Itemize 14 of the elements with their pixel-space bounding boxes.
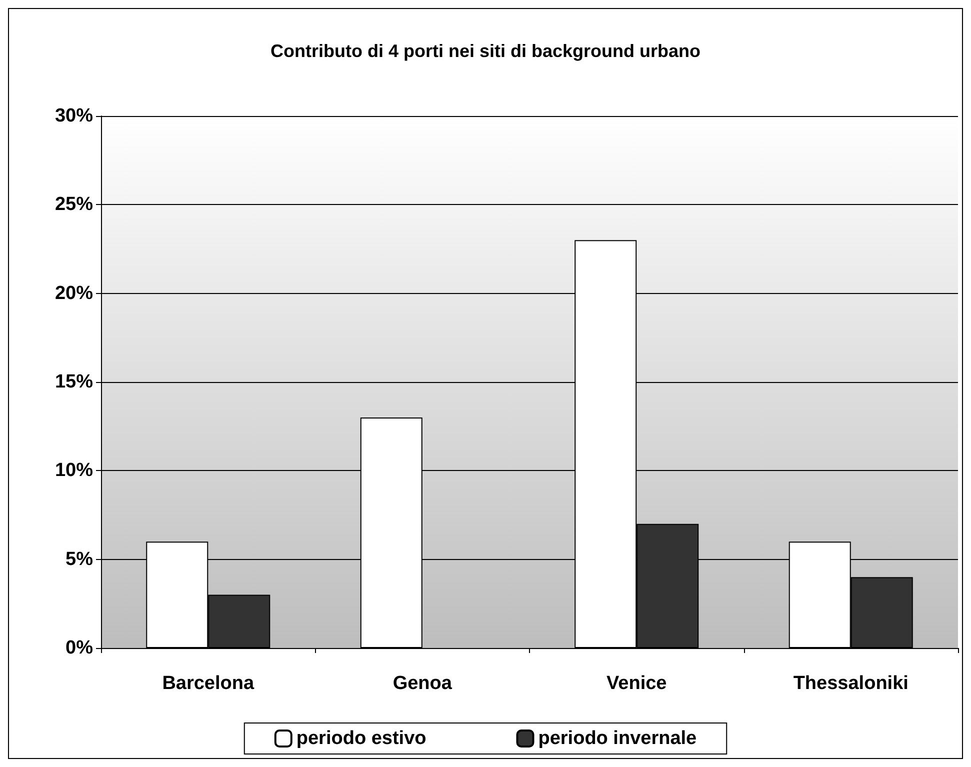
y-tick-label: 15%: [54, 372, 94, 392]
x-tick-label: Genoa: [392, 673, 452, 694]
y-tick-label: 25%: [54, 194, 94, 216]
x-tick-label: Venice: [606, 673, 667, 694]
y-tick-label: 10%: [54, 460, 94, 482]
x-tick-label: Barcelona: [162, 673, 254, 694]
y-tick-label: 5%: [66, 548, 94, 570]
y-tick-label: 30%: [54, 106, 94, 126]
legend-label: periodo estivo: [296, 728, 426, 749]
y-tick-label: 20%: [54, 282, 94, 304]
legend-label: periodo invernale: [538, 728, 697, 749]
y-tick-label: 0%: [66, 638, 94, 658]
chart-title: Contributo di 4 porti nei siti di background urbano: [270, 41, 700, 61]
x-tick-label: Thessaloniki: [793, 673, 908, 694]
